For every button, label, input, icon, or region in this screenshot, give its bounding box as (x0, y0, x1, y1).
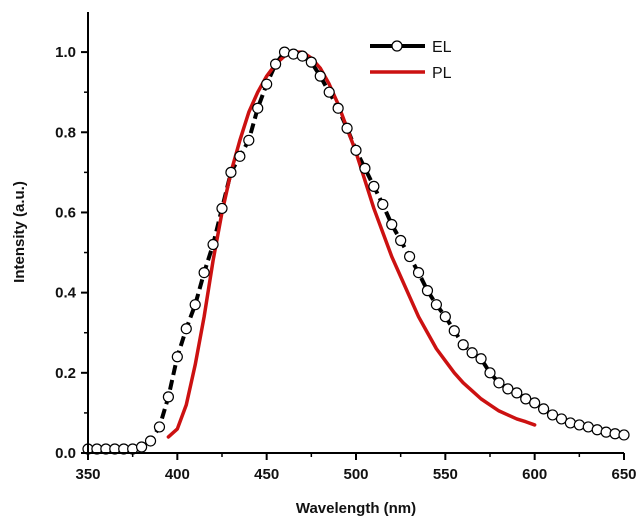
y-tick-label: 0.4 (55, 285, 77, 302)
series-line-el (88, 50, 625, 451)
legend-label-el: EL (432, 39, 452, 56)
axes (87, 12, 624, 454)
el-point (520, 393, 532, 405)
el-point (430, 299, 442, 311)
el-point (368, 180, 380, 192)
el-point (153, 421, 166, 433)
el-point (136, 441, 148, 453)
el-point (162, 391, 174, 403)
el-point (180, 323, 192, 335)
el-point (600, 426, 612, 438)
el-point (573, 419, 585, 431)
x-ticks: 350 400 450 500 550 600 650 (75, 453, 637, 483)
el-point (377, 198, 389, 211)
y-tick-label: 0.8 (55, 124, 76, 141)
el-point (270, 58, 282, 70)
el-point (243, 134, 255, 146)
y-tick-label: 0.2 (55, 365, 76, 382)
el-point (332, 102, 344, 114)
el-point (305, 56, 317, 68)
el-point (171, 351, 183, 363)
el-point (529, 397, 541, 409)
el-point (466, 347, 478, 359)
el-point (412, 266, 425, 279)
el-point (341, 122, 353, 134)
el-point (537, 403, 550, 415)
el-point (618, 429, 630, 441)
el-point (198, 266, 210, 279)
x-tick-label: 600 (522, 466, 547, 483)
legend-marker-el (391, 40, 403, 52)
x-tick-label: 550 (433, 466, 458, 483)
el-point (189, 299, 201, 311)
el-point (546, 409, 559, 421)
el-point (404, 250, 416, 263)
legend-label-pl: PL (432, 65, 452, 82)
y-axis-title: Intensity (a.u.) (11, 181, 28, 283)
el-point (359, 162, 371, 174)
el-point (555, 413, 568, 425)
el-point (484, 367, 496, 379)
el-point (421, 285, 434, 297)
el-point (216, 202, 228, 215)
x-tick-label: 650 (611, 466, 636, 483)
y-tick-label: 1.0 (55, 44, 76, 61)
el-point (261, 78, 273, 90)
x-tick-label: 500 (343, 466, 368, 483)
el-point (323, 86, 335, 98)
el-point (225, 166, 237, 178)
el-point (511, 387, 523, 399)
y-tick-label: 0.0 (55, 445, 76, 462)
y-tick-label: 0.6 (55, 204, 76, 221)
el-point (278, 46, 291, 58)
el-point (457, 339, 469, 351)
legend: EL PL (370, 39, 452, 82)
el-point (439, 311, 451, 323)
y-ticks: 0.0 0.2 0.4 0.6 0.8 1.0 (55, 44, 88, 462)
el-point (386, 218, 398, 231)
el-point (234, 150, 246, 162)
el-point (502, 383, 514, 395)
plot-series (82, 46, 630, 455)
el-point (252, 102, 264, 114)
el-point (287, 48, 300, 60)
el-point (448, 325, 460, 337)
el-point (493, 377, 505, 389)
x-tick-label: 350 (75, 466, 100, 483)
x-axis-title: Wavelength (nm) (296, 500, 416, 517)
el-point (350, 144, 362, 156)
el-point (395, 234, 407, 247)
el-point (296, 50, 308, 62)
el-point (207, 238, 219, 251)
x-tick-label: 400 (165, 466, 190, 483)
el-point (564, 417, 577, 429)
el-point (144, 435, 157, 447)
el-point (314, 70, 326, 82)
x-tick-label: 450 (254, 466, 279, 483)
el-point (475, 353, 487, 365)
series-line-pl (166, 50, 537, 439)
